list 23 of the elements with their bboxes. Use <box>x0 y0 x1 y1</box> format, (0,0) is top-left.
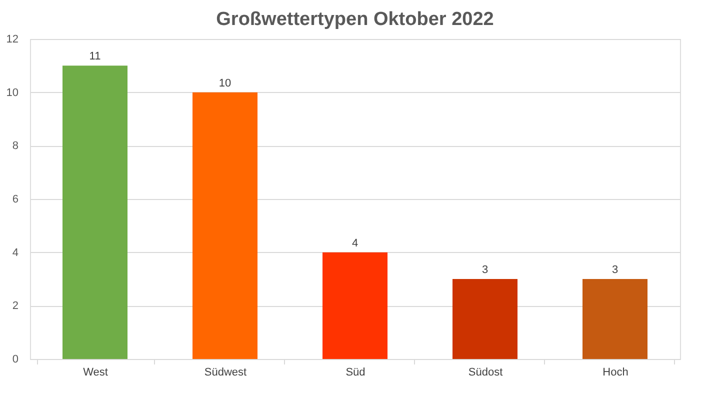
y-tick-label: 2 <box>12 300 18 312</box>
bar <box>62 66 128 359</box>
x-tick-label: Südost <box>468 366 503 378</box>
x-tick-label: Hoch <box>602 366 628 378</box>
x-tick-label: Süd <box>346 366 366 378</box>
bar <box>582 279 648 359</box>
chart-title: Großwettertypen Oktober 2022 <box>216 9 494 30</box>
data-label: 4 <box>352 237 358 250</box>
data-label: 3 <box>482 264 488 276</box>
data-label: 3 <box>612 264 618 276</box>
y-tick-label: 8 <box>12 140 18 152</box>
y-tick-label: 6 <box>12 194 18 206</box>
data-label: 10 <box>218 77 232 90</box>
y-tick-label: 0 <box>12 354 18 366</box>
y-tick-label: 12 <box>6 34 18 46</box>
y-tick-label: 4 <box>12 246 18 259</box>
y-tick-label: 10 <box>6 86 18 99</box>
bar <box>192 92 258 359</box>
x-tick-label: West <box>83 366 108 378</box>
data-label: 11 <box>89 50 101 63</box>
bar <box>322 252 388 359</box>
x-tick-label: Südwest <box>204 366 247 378</box>
bar <box>452 279 518 359</box>
